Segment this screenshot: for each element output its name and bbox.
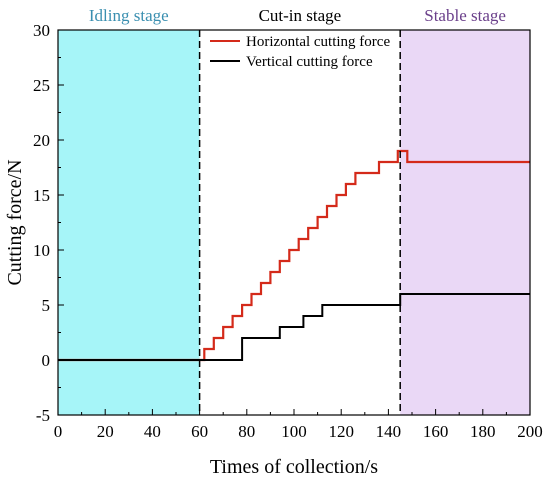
x-tick-label: 60 xyxy=(191,422,208,441)
y-tick-label: 5 xyxy=(42,296,51,315)
stage-bands xyxy=(58,30,530,415)
series-line-1 xyxy=(58,293,530,361)
x-axis-label: Times of collection/s xyxy=(210,456,378,478)
x-tick-label: 120 xyxy=(328,422,354,441)
stage-band-1 xyxy=(199,30,401,415)
y-tick-label: 25 xyxy=(33,76,50,95)
series-line-0 xyxy=(58,149,530,362)
x-tick-label: 40 xyxy=(144,422,161,441)
stage-label-2: Stable stage xyxy=(424,6,506,25)
y-tick-label: 10 xyxy=(33,241,50,260)
x-tick-label: 160 xyxy=(423,422,449,441)
stage-band-0 xyxy=(58,30,200,415)
y-tick-label: -5 xyxy=(36,406,50,425)
stage-band-2 xyxy=(400,30,530,415)
x-tick-label: 100 xyxy=(281,422,307,441)
x-tick-label: 140 xyxy=(376,422,402,441)
y-tick-label: 20 xyxy=(33,131,50,150)
axis-ticks: 0 20 40 60 80 100 120 140 160 180 200-505101520253… xyxy=(33,21,543,441)
stage-label-0: Idling stage xyxy=(89,6,169,25)
series-layer xyxy=(58,149,530,362)
y-tick-label: 30 xyxy=(33,21,50,40)
stage-labels: Idling stage Cut-in stage Stable stage xyxy=(89,6,506,25)
legend: Horizontal cutting force Vertical cutting… xyxy=(210,34,390,70)
stage-label-1: Cut-in stage xyxy=(259,6,342,25)
y-tick-label: 0 xyxy=(42,351,51,370)
x-tick-label: 20 xyxy=(97,422,114,441)
y-tick-label: 15 xyxy=(33,186,50,205)
y-axis-label: Cutting force/N xyxy=(4,159,26,285)
x-tick-label: 80 xyxy=(238,422,255,441)
legend-label-1: Vertical cutting force xyxy=(246,54,373,70)
x-tick-label: 180 xyxy=(470,422,496,441)
stage-boundaries xyxy=(198,30,401,415)
x-tick-label: 200 xyxy=(517,422,543,441)
legend-label-0: Horizontal cutting force xyxy=(246,34,390,50)
x-tick-label: 0 xyxy=(54,422,63,441)
